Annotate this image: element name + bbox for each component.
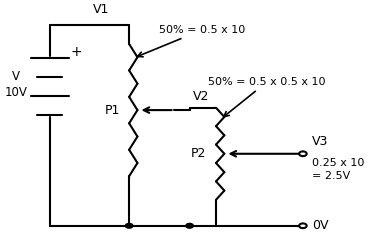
- Text: P2: P2: [191, 147, 207, 160]
- Text: P1: P1: [105, 104, 120, 117]
- Text: V
10V: V 10V: [4, 70, 27, 99]
- Circle shape: [186, 223, 193, 228]
- Text: 0.25 x 10
= 2.5V: 0.25 x 10 = 2.5V: [312, 158, 365, 181]
- Text: 50% = 0.5 x 10: 50% = 0.5 x 10: [138, 25, 245, 57]
- Circle shape: [125, 223, 133, 228]
- Text: +: +: [70, 45, 82, 59]
- Text: V2: V2: [193, 90, 210, 103]
- Text: 50% = 0.5 x 0.5 x 10: 50% = 0.5 x 0.5 x 10: [209, 77, 326, 117]
- Circle shape: [299, 223, 307, 228]
- Text: 0V: 0V: [312, 219, 329, 232]
- Text: V1: V1: [93, 3, 109, 16]
- Circle shape: [299, 151, 307, 156]
- Text: V3: V3: [312, 135, 329, 148]
